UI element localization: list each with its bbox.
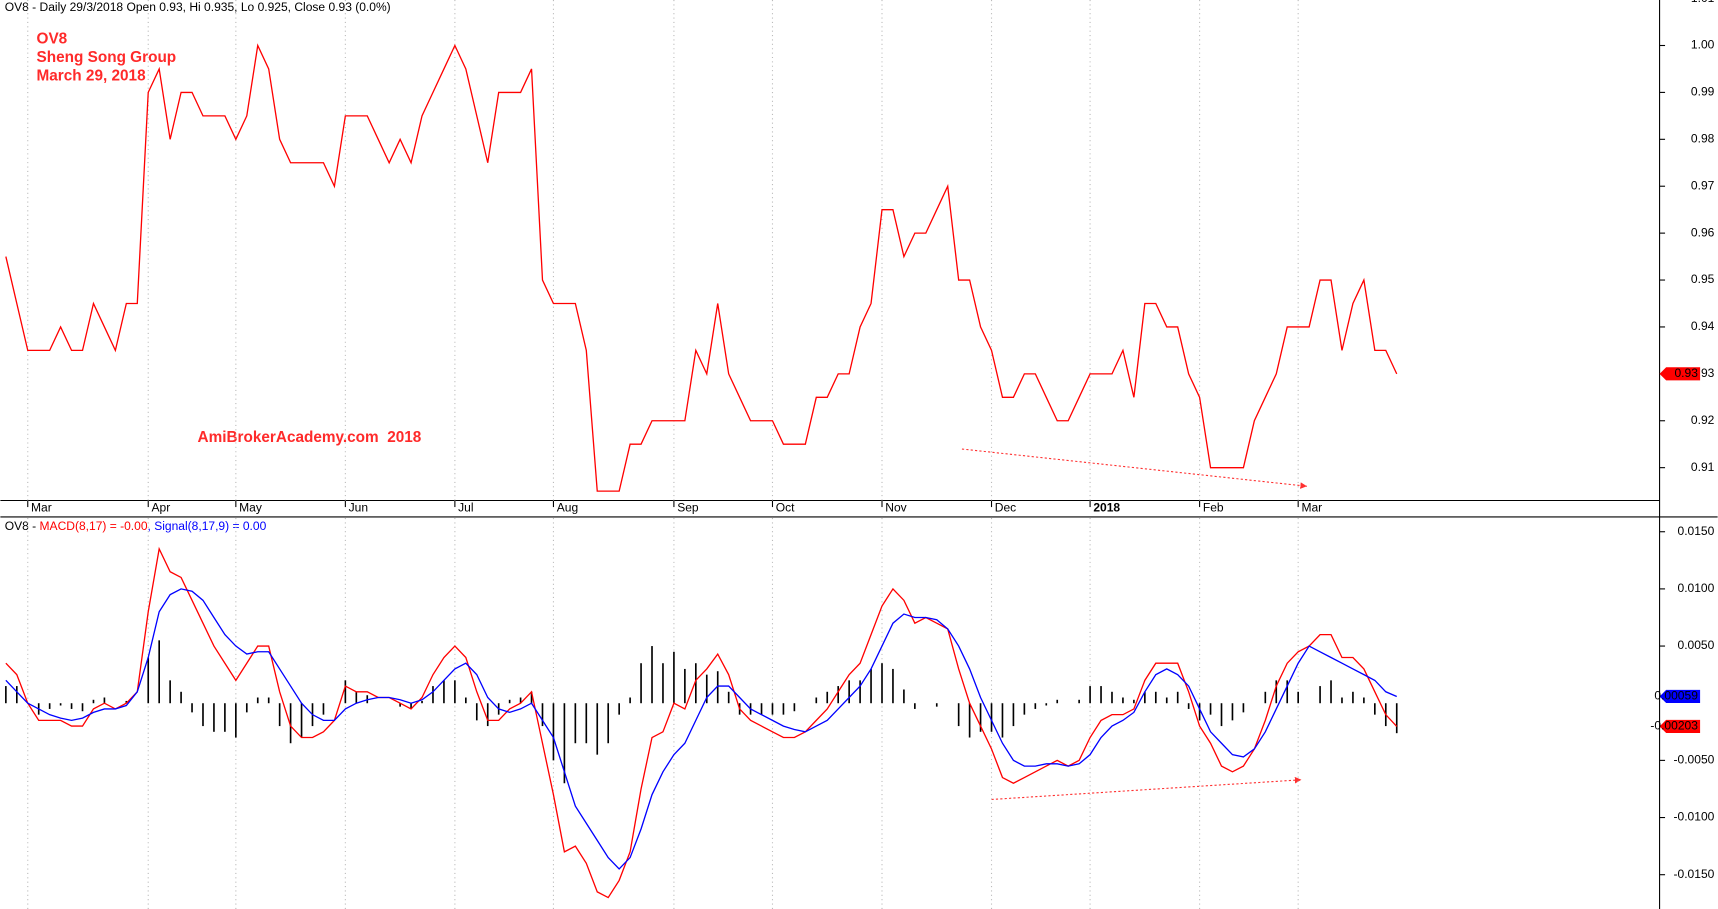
y-tick-label: 0.0050 bbox=[1678, 638, 1715, 652]
y-tick-label: 0.98 bbox=[1691, 132, 1715, 146]
y-tick-label: 0.0100 bbox=[1678, 581, 1715, 595]
price-header: OV8 - Daily 29/3/2018 Open 0.93, Hi 0.93… bbox=[5, 0, 391, 14]
x-tick-label: 2018 bbox=[1093, 500, 1120, 514]
last-value-label: 0.00059 bbox=[1654, 689, 1698, 703]
y-tick-label: 0.91 bbox=[1691, 460, 1715, 474]
trend-arrow bbox=[961, 448, 1307, 489]
x-tick-label: Jun bbox=[349, 500, 368, 514]
x-tick-label: Oct bbox=[776, 500, 795, 514]
chart-date: March 29, 2018 bbox=[37, 68, 147, 85]
x-tick-label: Feb bbox=[1203, 500, 1224, 514]
macd-header-part: MACD(8,17) = -0.00 bbox=[40, 519, 148, 533]
y-tick-label: 1.00 bbox=[1691, 38, 1715, 52]
y-tick-label: 0.96 bbox=[1691, 225, 1715, 239]
series-line bbox=[5, 588, 1397, 870]
y-tick-label: 0.95 bbox=[1691, 272, 1715, 286]
y-tick-label: 1.01 bbox=[1691, 0, 1715, 5]
y-tick-label: -0.0050 bbox=[1674, 753, 1715, 767]
x-tick-label: Aug bbox=[557, 500, 578, 514]
x-tick-label: Dec bbox=[995, 500, 1016, 514]
x-tick-label: Mar bbox=[1301, 500, 1322, 514]
macd-header-part: , Signal(8,17,9) = 0.00 bbox=[148, 519, 267, 533]
last-value-label: -0.00203 bbox=[1650, 719, 1698, 733]
chart-title: OV8 bbox=[37, 30, 68, 47]
last-value-tag bbox=[1659, 689, 1701, 704]
macd-header-part: OV8 - bbox=[5, 519, 40, 533]
trend-arrow bbox=[991, 776, 1302, 801]
y-tick-label: 0.99 bbox=[1691, 85, 1715, 99]
last-value-tag bbox=[1659, 367, 1701, 381]
y-tick-label: 0.0150 bbox=[1678, 524, 1715, 538]
series-line bbox=[5, 546, 1398, 899]
y-tick-label: 0.92 bbox=[1691, 413, 1715, 427]
y-tick-label: -0.0100 bbox=[1674, 810, 1715, 824]
last-value-label: 0.93 bbox=[1674, 366, 1698, 380]
y-tick-label: -0.0150 bbox=[1674, 867, 1715, 881]
x-tick-label: Apr bbox=[152, 500, 171, 514]
x-tick-label: Nov bbox=[885, 500, 906, 514]
chart-subtitle: Sheng Song Group bbox=[37, 49, 177, 66]
x-tick-label: May bbox=[239, 500, 262, 514]
watermark: AmiBrokerAcademy.com 2018 bbox=[198, 429, 422, 446]
x-tick-label: Jul bbox=[458, 500, 473, 514]
macd-header: OV8 - MACD(8,17) = -0.00, Signal(8,17,9)… bbox=[5, 519, 267, 533]
x-tick-label: Sep bbox=[677, 500, 699, 514]
x-tick-label: Mar bbox=[31, 500, 52, 514]
last-value-tag bbox=[1659, 719, 1701, 733]
y-tick-label: 0.94 bbox=[1691, 319, 1715, 333]
series-line bbox=[5, 43, 1398, 492]
y-tick-label: 0.97 bbox=[1691, 178, 1715, 192]
